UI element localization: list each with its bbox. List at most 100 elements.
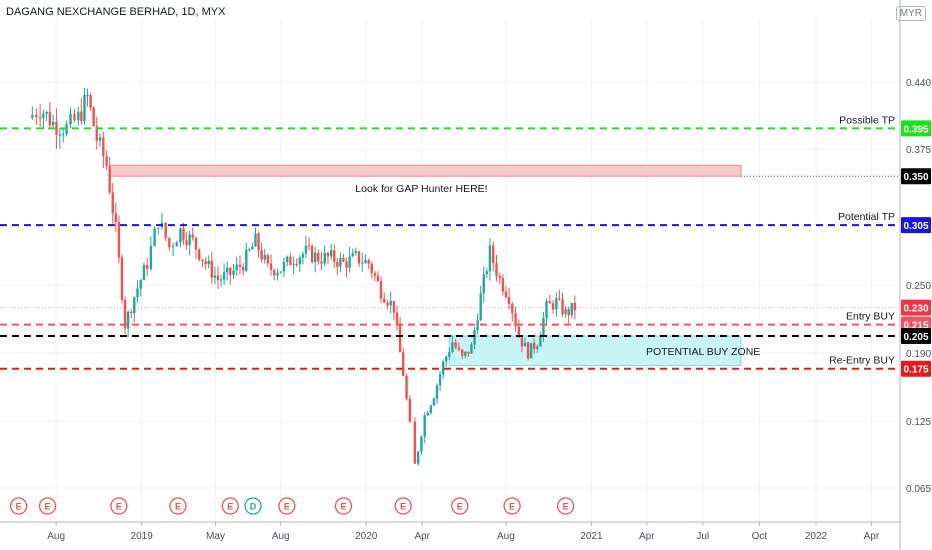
candle-body	[241, 266, 245, 271]
candle-body	[266, 255, 270, 264]
candle-body	[423, 415, 426, 437]
candle-body	[570, 303, 573, 316]
earnings-marker	[556, 497, 575, 515]
candle-body	[376, 275, 380, 282]
candle-body	[149, 245, 153, 269]
event-marker-label: E	[45, 502, 51, 512]
candle-body	[257, 233, 260, 251]
currency-label[interactable]: MYR	[895, 6, 926, 21]
candle-body	[254, 233, 257, 247]
candle-body	[348, 256, 351, 268]
candle-body	[295, 264, 298, 266]
candle-body	[470, 344, 473, 354]
price-badge-text: 0.305	[903, 221, 928, 232]
candle-body	[92, 107, 95, 127]
candle-body	[139, 280, 142, 289]
x-tick-label: 2021	[580, 531, 603, 542]
candle-body	[361, 263, 364, 265]
x-tick-label: Apr	[864, 531, 880, 542]
candle-body	[45, 111, 48, 114]
x-tick-label: Jul	[696, 531, 709, 542]
candle-body	[548, 301, 552, 304]
candle-body	[51, 121, 55, 126]
candle-body	[529, 343, 533, 359]
candle-body	[73, 113, 76, 121]
candle-body	[488, 245, 492, 272]
candle-body	[504, 291, 508, 298]
candle-body	[517, 326, 521, 338]
candle-body	[310, 246, 314, 263]
candle-body	[429, 405, 433, 413]
candle-body	[263, 255, 266, 260]
candle-body	[495, 262, 498, 276]
price-badge-text: 0.215	[903, 321, 928, 332]
event-marker-label: E	[340, 502, 346, 512]
candle-body	[248, 249, 251, 251]
candle-body	[58, 134, 62, 136]
candle-body	[86, 94, 89, 96]
candle-body	[105, 156, 108, 167]
candle-body	[111, 192, 114, 214]
candle-body	[126, 311, 130, 329]
candle-body	[426, 412, 429, 416]
candle-body	[573, 303, 577, 311]
level-label: Entry BUY	[846, 311, 895, 323]
earnings-marker	[451, 497, 469, 515]
candle-body	[298, 257, 301, 265]
candle-body	[35, 114, 38, 118]
candle-body	[320, 261, 323, 264]
candle-body	[307, 245, 311, 247]
candle-body	[219, 279, 223, 281]
candle-body	[276, 272, 279, 276]
candle-body	[555, 298, 558, 310]
candle-body	[498, 275, 501, 279]
candle-body	[413, 421, 417, 464]
level-label: Possible TP	[839, 114, 895, 126]
candle-body	[323, 252, 326, 264]
candles	[31, 87, 577, 466]
candle-body	[533, 343, 536, 349]
candle-body	[210, 260, 214, 278]
candle-body	[238, 264, 242, 267]
price-badge	[901, 217, 931, 234]
candle-body	[367, 259, 370, 264]
candle-body	[467, 351, 470, 354]
candle-body	[395, 312, 399, 324]
earnings-marker	[221, 497, 239, 515]
candle-body	[102, 137, 105, 157]
earnings-marker	[503, 497, 521, 515]
candle-body	[564, 309, 567, 315]
candle-body	[185, 240, 188, 245]
event-marker-label: E	[284, 502, 290, 512]
candle-body	[213, 275, 217, 278]
candle-body	[389, 300, 392, 306]
x-tick-label: 2020	[355, 531, 378, 542]
candle-body	[89, 94, 92, 108]
candle-body	[114, 213, 118, 223]
candle-body	[339, 257, 342, 267]
x-tick-label: 2022	[805, 531, 828, 542]
level-label: Potential TP	[838, 211, 895, 223]
event-marker-label: E	[457, 502, 463, 512]
candle-body	[523, 342, 527, 347]
candle-body	[383, 298, 386, 303]
candle-body	[98, 137, 102, 141]
candle-body	[182, 228, 185, 241]
candle-body	[370, 263, 373, 274]
candle-body	[473, 330, 476, 345]
candle-body	[282, 262, 286, 272]
candle-body	[197, 249, 201, 260]
candle-body	[38, 117, 42, 119]
y-tick-label: 0.440	[906, 78, 931, 89]
candle-body	[204, 261, 207, 265]
candle-body	[42, 113, 45, 118]
candle-body	[451, 342, 454, 353]
earnings-marker	[394, 497, 412, 515]
candle-body	[373, 273, 377, 276]
candle-body	[251, 246, 254, 250]
candle-body	[386, 302, 389, 306]
candle-body	[142, 265, 146, 281]
candle-body	[545, 301, 548, 319]
